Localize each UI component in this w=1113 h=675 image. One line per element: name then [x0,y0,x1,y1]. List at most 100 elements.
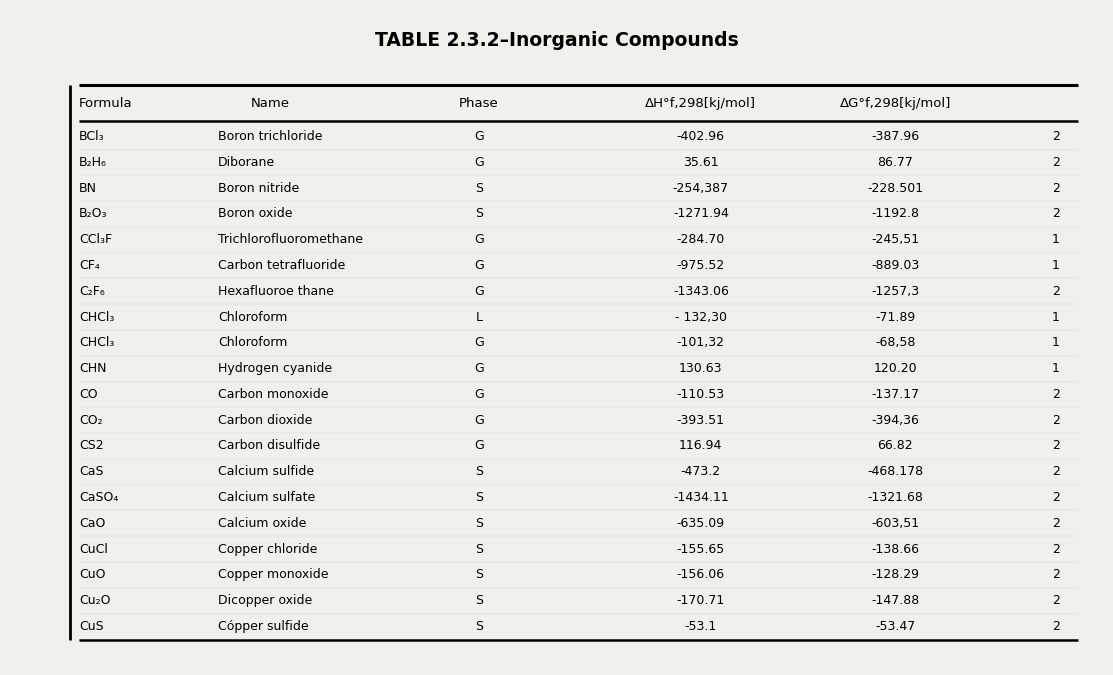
Text: -71.89: -71.89 [875,310,915,323]
Text: 35.61: 35.61 [683,156,719,169]
Text: B₂O₃: B₂O₃ [79,207,108,221]
Text: Boron nitride: Boron nitride [218,182,299,194]
Text: 2: 2 [1052,491,1060,504]
Text: S: S [475,491,483,504]
Text: -473.2: -473.2 [681,465,721,479]
Text: -137.17: -137.17 [871,388,919,401]
Text: -254,387: -254,387 [672,182,729,194]
Text: G: G [474,156,484,169]
Text: S: S [475,182,483,194]
Text: L: L [475,310,482,323]
Text: Boron oxide: Boron oxide [218,207,293,221]
Text: 86.77: 86.77 [877,156,913,169]
Text: ΔG°f,298[kj/mol]: ΔG°f,298[kj/mol] [839,97,951,110]
Text: Calcium sulfate: Calcium sulfate [218,491,315,504]
Text: CaO: CaO [79,517,106,530]
Text: Hydrogen cyanide: Hydrogen cyanide [218,362,332,375]
Text: CHCl₃: CHCl₃ [79,310,115,323]
Text: G: G [474,362,484,375]
Text: G: G [474,259,484,272]
Text: Carbon disulfide: Carbon disulfide [218,439,321,452]
Text: 1: 1 [1052,234,1060,246]
Text: Dicopper oxide: Dicopper oxide [218,594,312,607]
Text: 66.82: 66.82 [877,439,913,452]
Text: Calcium sulfide: Calcium sulfide [218,465,314,479]
Text: Phase: Phase [459,97,499,110]
Text: -155.65: -155.65 [677,543,725,556]
Text: Carbon tetrafluoride: Carbon tetrafluoride [218,259,345,272]
Text: CCl₃F: CCl₃F [79,234,112,246]
Text: -156.06: -156.06 [677,568,725,581]
Text: 120.20: 120.20 [874,362,917,375]
Text: G: G [474,234,484,246]
Text: -1434.11: -1434.11 [673,491,729,504]
Text: -53.1: -53.1 [684,620,717,633]
Text: G: G [474,388,484,401]
Text: Boron trichloride: Boron trichloride [218,130,323,143]
Text: 1: 1 [1052,310,1060,323]
Text: -1321.68: -1321.68 [867,491,923,504]
Text: G: G [474,285,484,298]
Text: 2: 2 [1052,517,1060,530]
Text: CaS: CaS [79,465,104,479]
Text: Name: Name [252,97,290,110]
Text: BCl₃: BCl₃ [79,130,105,143]
Text: 2: 2 [1052,543,1060,556]
Text: 116.94: 116.94 [679,439,722,452]
Text: Copper monoxide: Copper monoxide [218,568,328,581]
Text: CaSO₄: CaSO₄ [79,491,118,504]
Text: Diborane: Diborane [218,156,275,169]
Text: 1: 1 [1052,336,1060,350]
Text: G: G [474,336,484,350]
Text: C₂F₆: C₂F₆ [79,285,105,298]
Text: -128.29: -128.29 [871,568,919,581]
Text: -1257,3: -1257,3 [871,285,919,298]
Text: CHCl₃: CHCl₃ [79,336,115,350]
Text: -138.66: -138.66 [871,543,919,556]
Text: -228.501: -228.501 [867,182,923,194]
Text: G: G [474,414,484,427]
Text: -147.88: -147.88 [871,594,919,607]
Text: Carbon monoxide: Carbon monoxide [218,388,328,401]
Text: -387.96: -387.96 [871,130,919,143]
Text: Trichlorofluoromethane: Trichlorofluoromethane [218,234,363,246]
Text: TABLE 2.3.2–Inorganic Compounds: TABLE 2.3.2–Inorganic Compounds [375,31,738,50]
Text: -393.51: -393.51 [677,414,725,427]
Text: Chloroform: Chloroform [218,336,287,350]
Text: 2: 2 [1052,182,1060,194]
Text: 2: 2 [1052,594,1060,607]
Text: -635.09: -635.09 [677,517,725,530]
Text: 2: 2 [1052,207,1060,221]
Text: 2: 2 [1052,285,1060,298]
Text: -1271.94: -1271.94 [673,207,729,221]
Text: -170.71: -170.71 [677,594,725,607]
Text: S: S [475,465,483,479]
Text: B₂H₆: B₂H₆ [79,156,107,169]
Text: -394,36: -394,36 [871,414,919,427]
Text: S: S [475,207,483,221]
Text: 1: 1 [1052,362,1060,375]
Text: -889.03: -889.03 [871,259,919,272]
Text: -468.178: -468.178 [867,465,923,479]
Text: Copper chloride: Copper chloride [218,543,317,556]
Text: CuS: CuS [79,620,104,633]
Text: CuO: CuO [79,568,106,581]
Text: -68,58: -68,58 [875,336,915,350]
Text: Formula: Formula [79,97,132,110]
Text: ΔH°f,298[kj/mol]: ΔH°f,298[kj/mol] [646,97,757,110]
Text: Cópper sulfide: Cópper sulfide [218,620,308,633]
Text: 2: 2 [1052,620,1060,633]
Text: -284.70: -284.70 [677,234,725,246]
Text: Cu₂O: Cu₂O [79,594,110,607]
Text: CHN: CHN [79,362,107,375]
Text: S: S [475,568,483,581]
Text: S: S [475,517,483,530]
Text: -101,32: -101,32 [677,336,725,350]
Text: Hexafluoroe thane: Hexafluoroe thane [218,285,334,298]
Text: 2: 2 [1052,465,1060,479]
Text: -245,51: -245,51 [871,234,919,246]
Text: G: G [474,130,484,143]
Text: 2: 2 [1052,130,1060,143]
Text: -53.47: -53.47 [875,620,915,633]
Text: 2: 2 [1052,388,1060,401]
